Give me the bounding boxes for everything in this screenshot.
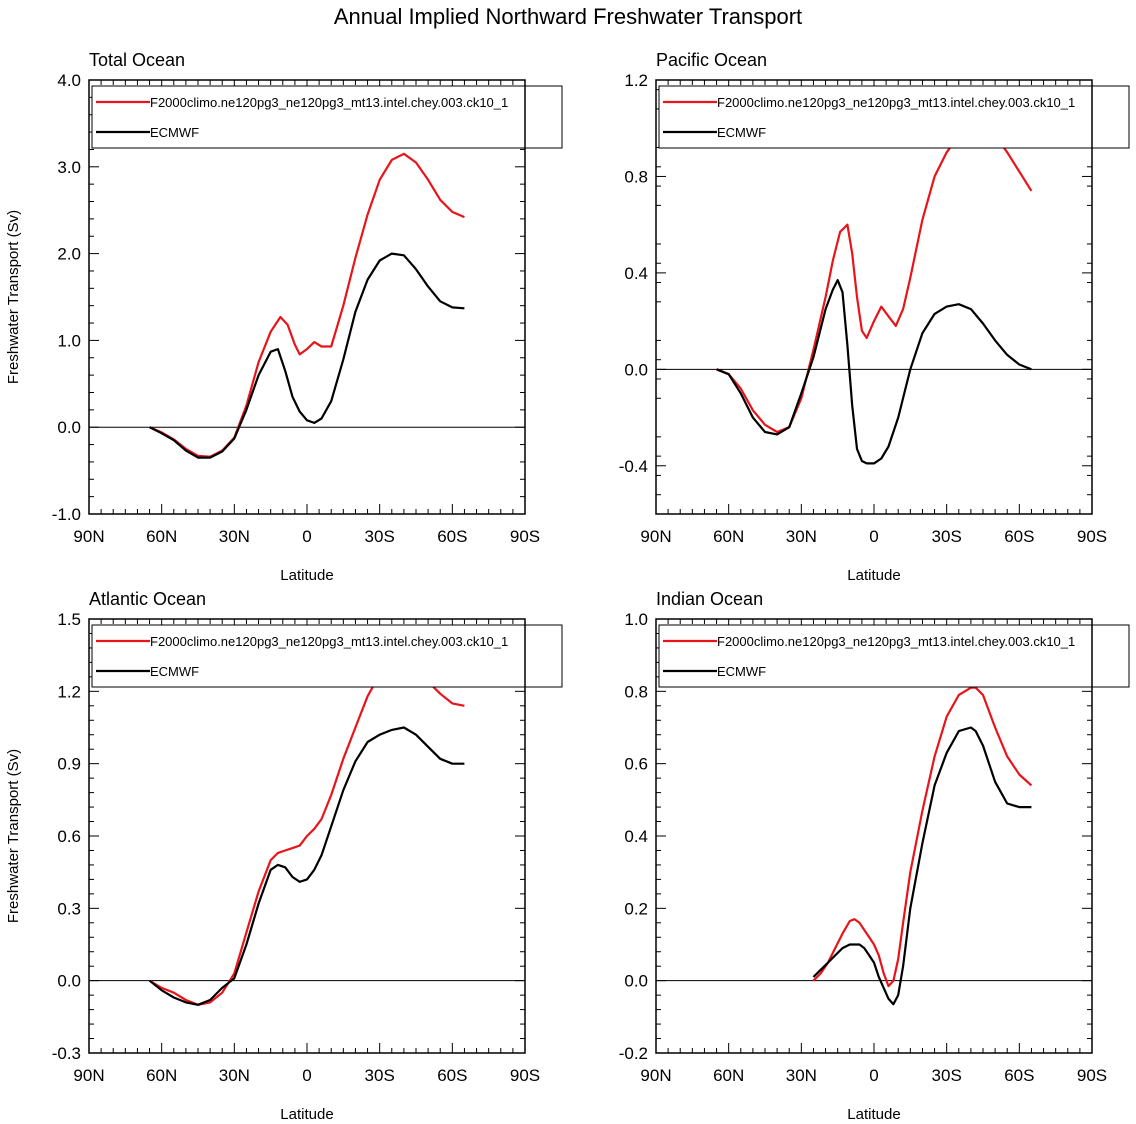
legend-box <box>658 624 1130 688</box>
x-tick-label: 30N <box>219 1066 250 1085</box>
x-tick-label: 0 <box>302 1066 311 1085</box>
x-tick-label: 0 <box>302 527 311 546</box>
y-tick-label: -0.3 <box>52 1044 81 1063</box>
y-tick-label: 0.2 <box>624 899 648 918</box>
x-tick-label: 90N <box>73 527 104 546</box>
y-tick-label: 3.0 <box>57 158 81 177</box>
y-tick-label: 0.3 <box>57 899 81 918</box>
legend-label: ECMWF <box>150 125 199 140</box>
x-tick-label: 30S <box>365 1066 395 1085</box>
legend: F2000climo.ne120pg3_ne120pg3_mt13.intel.… <box>658 85 1130 149</box>
y-tick-label: 0.4 <box>624 264 648 283</box>
y-tick-label: 0.0 <box>624 972 648 991</box>
x-tick-label: 90S <box>1077 1066 1107 1085</box>
x-tick-label: 60S <box>1004 1066 1034 1085</box>
plot-frame <box>88 79 526 515</box>
x-axis-label: Latitude <box>847 567 900 584</box>
y-tick-label: 1.2 <box>57 682 81 701</box>
series-line-ecmwf <box>812 726 1032 1006</box>
plot-frame <box>655 79 1093 515</box>
x-axis-label: Latitude <box>280 567 333 584</box>
legend-label: F2000climo.ne120pg3_ne120pg3_mt13.intel.… <box>717 634 1075 649</box>
plot-frame <box>655 618 1093 1054</box>
legend-label: ECMWF <box>717 664 766 679</box>
y-tick-label: -0.2 <box>619 1044 648 1063</box>
legend-label: ECMWF <box>717 125 766 140</box>
x-tick-label: 90N <box>640 527 671 546</box>
legend-label: ECMWF <box>150 664 199 679</box>
x-tick-label: 60N <box>146 1066 177 1085</box>
panel-title: Pacific Ocean <box>656 50 767 70</box>
y-tick-label: 0.8 <box>624 682 648 701</box>
x-tick-label: 90S <box>510 1066 540 1085</box>
x-tick-label: 30N <box>786 527 817 546</box>
y-tick-label: 1.0 <box>57 331 81 350</box>
legend: F2000climo.ne120pg3_ne120pg3_mt13.intel.… <box>91 85 563 149</box>
y-tick-label: 1.5 <box>57 610 81 629</box>
chart-panel-1: Total Ocean 90N 60N 30N 0 30S 60S 90S -1.0 0.0 1.0… <box>5 50 563 584</box>
x-tick-label: 30N <box>786 1066 817 1085</box>
x-tick-label: 90S <box>510 527 540 546</box>
legend-label: F2000climo.ne120pg3_ne120pg3_mt13.intel.… <box>150 634 508 649</box>
chart-panel-3: Atlantic Ocean 90N 60N 30N 0 30S 60S 90S -0.3 0.0… <box>5 589 563 1123</box>
y-tick-label: 1.2 <box>624 71 648 90</box>
plot-frame <box>88 618 526 1054</box>
y-tick-label: 0.0 <box>57 972 81 991</box>
y-tick-label: 0.6 <box>624 755 648 774</box>
x-tick-label: 90N <box>73 1066 104 1085</box>
x-tick-label: 90N <box>640 1066 671 1085</box>
y-tick-label: 0.4 <box>624 827 648 846</box>
series-line-model <box>716 124 1033 434</box>
y-tick-label: 0.6 <box>57 827 81 846</box>
x-tick-label: 60N <box>146 527 177 546</box>
panel-title: Total Ocean <box>89 50 185 70</box>
y-tick-label: 1.0 <box>624 610 648 629</box>
x-tick-label: 60S <box>437 1066 467 1085</box>
series-line-model <box>149 658 465 1006</box>
panels: Total Ocean 90N 60N 30N 0 30S 60S 90S -1.0 0.0 1.0… <box>5 50 1130 1123</box>
y-tick-label: 0.9 <box>57 755 81 774</box>
series-line-ecmwf <box>148 726 465 1006</box>
x-tick-label: 30S <box>932 527 962 546</box>
x-tick-label: 30S <box>365 527 395 546</box>
x-tick-label: 60S <box>437 527 467 546</box>
y-tick-label: 2.0 <box>57 245 81 264</box>
legend: F2000climo.ne120pg3_ne120pg3_mt13.intel.… <box>91 624 563 688</box>
x-tick-label: 30N <box>219 527 250 546</box>
figure-title: Annual Implied Northward Freshwater Tran… <box>334 4 802 29</box>
y-tick-label: 0.0 <box>57 418 81 437</box>
panel-title: Indian Ocean <box>656 589 763 609</box>
chart-panel-2: Pacific Ocean 90N 60N 30N 0 30S 60S 90S -0.4 0.0 0… <box>619 50 1130 584</box>
series-line-ecmwf <box>149 252 465 459</box>
legend-box <box>91 85 563 149</box>
y-tick-label: -1.0 <box>52 505 81 524</box>
x-axis-label: Latitude <box>847 1106 900 1123</box>
series-line-model <box>149 152 465 458</box>
x-tick-label: 30S <box>932 1066 962 1085</box>
y-axis-label: Freshwater Transport (Sv) <box>5 749 22 923</box>
x-tick-label: 60N <box>713 527 744 546</box>
panel-title: Atlantic Ocean <box>89 589 206 609</box>
x-tick-label: 90S <box>1077 527 1107 546</box>
y-tick-label: 0.8 <box>624 167 648 186</box>
series-line-model <box>812 686 1033 988</box>
legend-label: F2000climo.ne120pg3_ne120pg3_mt13.intel.… <box>150 95 508 110</box>
series-line-ecmwf <box>716 279 1032 465</box>
y-axis-label: Freshwater Transport (Sv) <box>5 210 22 384</box>
x-tick-label: 0 <box>869 1066 878 1085</box>
x-tick-label: 0 <box>869 527 878 546</box>
x-axis-label: Latitude <box>280 1106 333 1123</box>
legend-box <box>658 85 1130 149</box>
y-tick-label: -0.4 <box>619 457 648 476</box>
chart-panel-4: Indian Ocean 90N 60N 30N 0 30S 60S 90S -0.2 0.0 0.… <box>619 589 1130 1123</box>
x-tick-label: 60S <box>1004 527 1034 546</box>
y-tick-label: 4.0 <box>57 71 81 90</box>
x-tick-label: 60N <box>713 1066 744 1085</box>
legend-label: F2000climo.ne120pg3_ne120pg3_mt13.intel.… <box>717 95 1075 110</box>
legend-box <box>91 624 563 688</box>
y-tick-label: 0.0 <box>624 360 648 379</box>
legend: F2000climo.ne120pg3_ne120pg3_mt13.intel.… <box>658 624 1130 688</box>
